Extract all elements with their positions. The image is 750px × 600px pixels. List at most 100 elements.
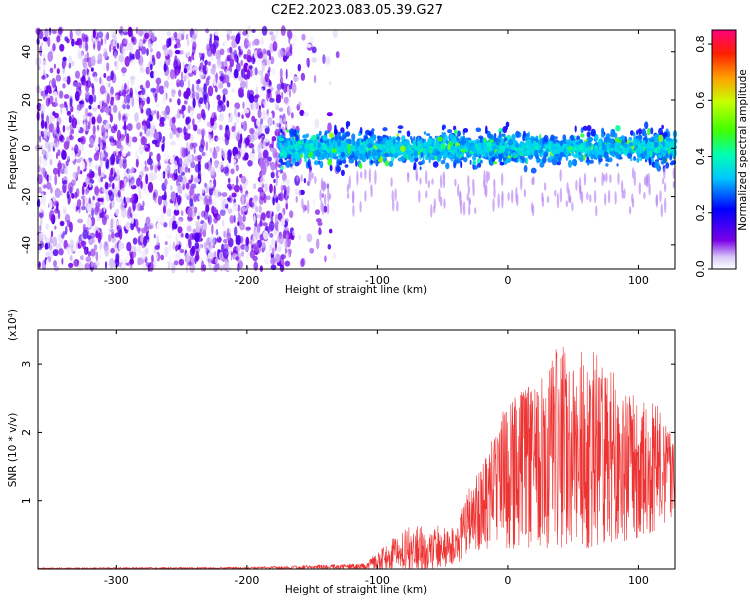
spectrogram-cell — [192, 33, 197, 40]
spectrogram-cell — [269, 183, 273, 194]
spectrogram-cell — [229, 215, 235, 224]
spectrogram-cell — [206, 121, 211, 127]
spectrogram-cell — [332, 251, 337, 260]
spectrogram-cell — [273, 229, 278, 236]
spectrogram-cell — [338, 150, 343, 154]
spectrogram-cell — [137, 257, 141, 266]
spectrogram-cell — [439, 174, 443, 189]
spectrogram-cell — [279, 264, 285, 272]
spectrogram-cell — [45, 30, 51, 38]
spectrogram-cell — [122, 89, 127, 97]
spectrogram-cell — [318, 130, 322, 136]
spectrogram-cell — [133, 218, 136, 228]
spectrogram-cell — [104, 245, 110, 257]
spectrogram-cell — [664, 146, 669, 151]
spectrogram-cell — [641, 128, 646, 137]
spectrogram-cell — [384, 160, 390, 167]
spectrogram-cell — [124, 82, 127, 90]
spectrogram-cell — [192, 118, 195, 127]
spectrogram-cell — [39, 224, 42, 232]
spectrogram-cell — [223, 60, 228, 67]
spectrogram-cell — [163, 63, 167, 73]
spectrogram-cell — [657, 148, 661, 154]
spectrogram-cell — [477, 151, 480, 157]
spectrogram-cell — [628, 142, 634, 147]
spectrogram-cell — [282, 55, 288, 62]
spectrogram-cell — [42, 90, 46, 101]
spectrogram-cell — [62, 201, 67, 210]
spectrogram-cell — [438, 153, 442, 162]
spectrogram-cell — [456, 135, 459, 142]
spectrogram-cell — [68, 55, 73, 64]
spectrogram-cell — [250, 153, 256, 162]
spectrogram-cell — [240, 80, 246, 89]
spectrogram-cell — [94, 75, 97, 83]
spectrogram-cell — [52, 249, 59, 257]
spectrogram-cell — [505, 153, 508, 160]
spectrogram-cell — [222, 149, 229, 159]
spectrogram-cell — [151, 54, 155, 62]
spectrogram-cell — [190, 256, 195, 266]
spectrogram-cell — [267, 32, 273, 43]
spectrogram-cell — [630, 157, 633, 162]
spectrogram-cell — [468, 204, 471, 216]
spectrogram-cell — [241, 207, 248, 212]
spectrogram-cell — [571, 158, 578, 167]
spectrogram-cell — [217, 81, 224, 89]
spectrogram-cell — [285, 160, 291, 168]
spectrogram-cell — [217, 107, 221, 112]
spectrogram-cell — [210, 43, 217, 55]
spectrogram-cell — [301, 257, 306, 267]
spectrogram-cell — [254, 241, 259, 253]
spectrogram-cell — [665, 162, 670, 169]
spectrogram-cell — [82, 223, 86, 231]
y-tick-label: -40 — [20, 236, 33, 254]
spectrogram-cell — [144, 189, 150, 197]
spectrogram-cell — [134, 112, 139, 123]
spectrogram-cell — [158, 85, 165, 95]
spectrogram-cell — [185, 252, 190, 264]
spectrogram-cell — [647, 172, 651, 187]
spectrogram-cell — [243, 38, 249, 49]
spectrogram-cell — [58, 159, 62, 170]
spectrogram-cell — [244, 108, 250, 114]
spectrogram-cell — [38, 212, 44, 218]
spectrogram-cell — [187, 63, 193, 74]
spectrogram-cell — [92, 38, 98, 45]
spectrogram-cell — [239, 184, 243, 191]
spectrogram-cell — [96, 125, 100, 131]
spectrogram-cell — [169, 69, 176, 80]
spectrogram-cell — [187, 104, 191, 114]
spectrogram-cell — [140, 46, 147, 55]
spectrogram-cell — [355, 140, 360, 148]
spectrogram-cell — [234, 154, 241, 159]
spectrogram-cell — [518, 146, 521, 155]
spectrogram-cell — [268, 52, 272, 61]
spectrogram-cell — [95, 251, 99, 262]
spectrogram-cell — [430, 204, 433, 218]
spectrogram-cell — [262, 124, 268, 129]
spectrogram-cell — [75, 158, 82, 163]
spectrogram-cell — [364, 190, 367, 202]
spectrogram-cell — [284, 151, 288, 159]
spectrogram-cell — [597, 154, 602, 159]
spectrogram-cell — [280, 128, 283, 133]
spectrogram-cell — [517, 143, 522, 149]
spectrogram-cell — [126, 252, 130, 263]
spectrogram-cell — [418, 190, 421, 203]
spectrogram-cell — [49, 236, 53, 244]
spectrogram-cell — [102, 52, 108, 58]
spectrogram-cell — [38, 155, 42, 166]
spectrogram-cell — [134, 88, 137, 94]
spectrogram-cell — [463, 156, 468, 163]
spectrogram-cell — [237, 112, 241, 118]
spectrogram-cell — [243, 54, 249, 60]
spectrogram-cell — [131, 36, 136, 43]
spectrogram-cell — [104, 181, 109, 190]
spectrogram-cell — [418, 161, 424, 166]
spectrogram-cell — [203, 83, 207, 93]
spectrogram-cell — [263, 230, 269, 240]
spectrogram-cell — [554, 142, 560, 148]
spectrogram-cell — [350, 144, 354, 152]
